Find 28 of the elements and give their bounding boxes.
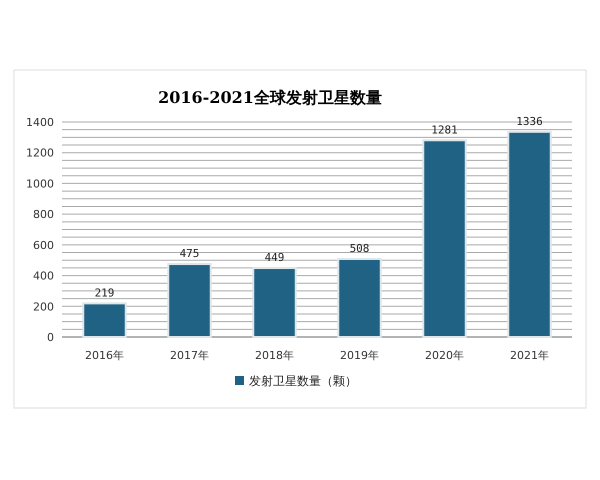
y-tick-label: 1000: [26, 177, 54, 190]
x-tick-label: 2016年: [85, 349, 124, 362]
bar: [507, 130, 552, 338]
bar: [422, 139, 467, 338]
y-tick-label: 1400: [26, 116, 54, 129]
data-label: 508: [350, 242, 370, 255]
chart-title: 2016-2021全球发射卫星数量: [158, 88, 382, 107]
data-label: 475: [180, 247, 200, 260]
x-tick-label: 2017年: [170, 349, 209, 362]
bar: [167, 263, 212, 338]
legend-label: 发射卫星数量（颗）: [249, 374, 357, 388]
data-label: 1336: [516, 114, 543, 128]
x-tick-label: 2020年: [425, 349, 464, 362]
y-tick-label: 1200: [26, 146, 54, 160]
data-label: 1281: [431, 123, 458, 136]
x-tick-label: 2018年: [255, 349, 294, 362]
x-tick-label: 2019年: [340, 349, 379, 362]
y-tick-label: 600: [33, 238, 54, 252]
y-tick-label: 400: [33, 270, 54, 283]
bar: [82, 302, 127, 338]
y-tick-label: 800: [33, 208, 54, 222]
x-tick-label: 2021年: [510, 349, 549, 362]
bar: [252, 267, 297, 338]
y-tick-label: 200: [33, 300, 54, 314]
bar: [337, 258, 382, 338]
data-label: 219: [94, 286, 114, 300]
y-tick-label: 0: [47, 331, 54, 344]
data-label: 449: [264, 251, 284, 264]
